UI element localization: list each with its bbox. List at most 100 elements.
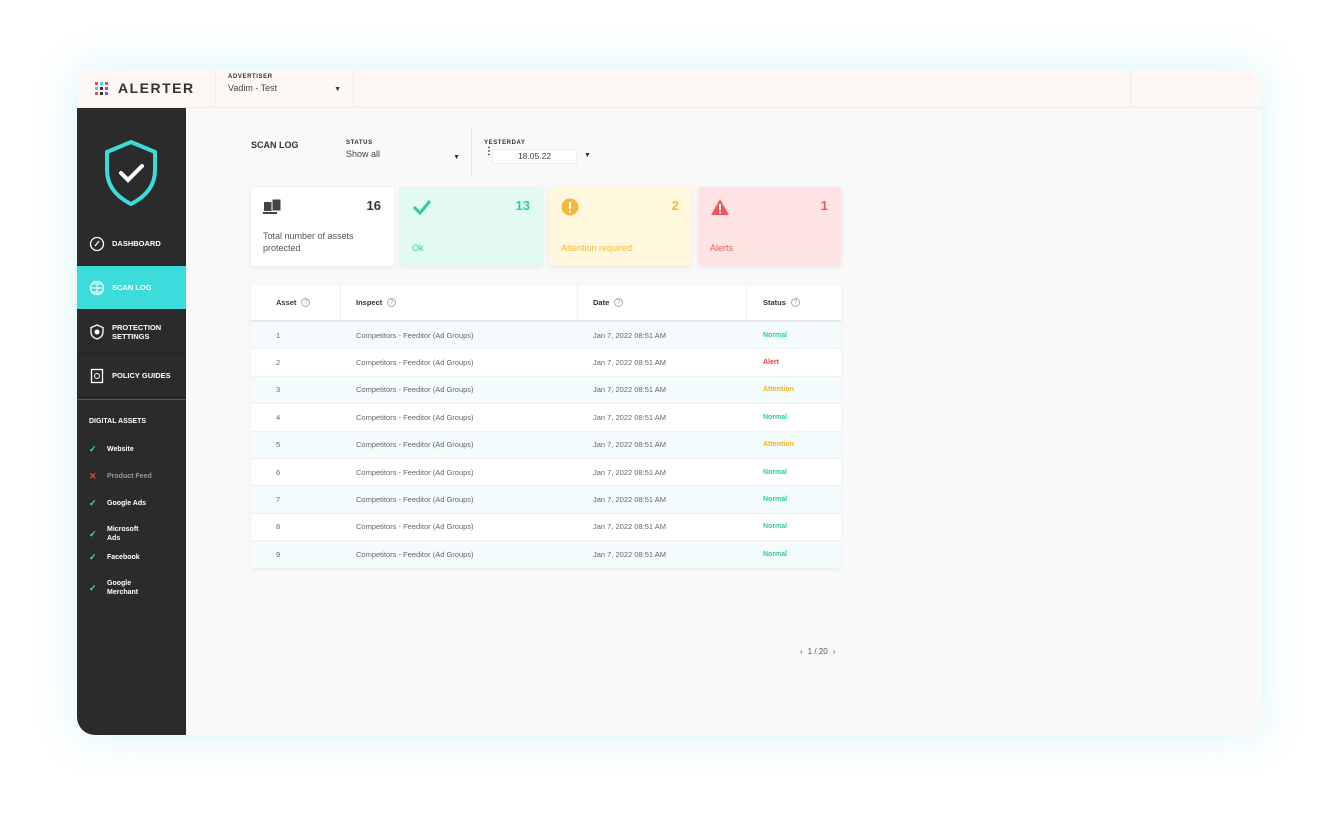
app-window: ALERTER ADVERTISER Vadim - Test ▼ DASHBOAR… — [77, 69, 1262, 735]
table-row[interactable]: 5 Competitors - Feeditor (Ad Groups) Jan 7… — [251, 431, 841, 459]
asset-label: Google Ads — [107, 500, 147, 507]
inspect-cell: Competitors - Feeditor (Ad Groups) — [356, 385, 474, 395]
asset-item[interactable]: ✓ Microsoft Ads — [89, 525, 152, 543]
asset-label: Website — [107, 446, 134, 453]
page-title: SCAN LOG — [251, 140, 299, 150]
table-row[interactable]: 3 Competitors - Feeditor (Ad Groups) Jan 7… — [251, 376, 841, 405]
column-header-asset[interactable]: Asset? — [251, 285, 341, 320]
status-cell: Normal — [763, 496, 788, 504]
chevron-down-icon[interactable]: ▼ — [584, 152, 591, 159]
table-row[interactable]: 4 Competitors - Feeditor (Ad Groups) Jan 7… — [251, 404, 841, 432]
header-label: Inspect — [356, 298, 383, 307]
sidebar-item-scan-log[interactable]: SCAN LOG — [77, 266, 186, 310]
table-row[interactable]: 9 Competitors - Feeditor (Ad Groups) Jan 7… — [251, 541, 841, 569]
help-icon[interactable]: ? — [790, 298, 800, 307]
header-label: Status — [763, 298, 786, 307]
logo[interactable]: ALERTER — [77, 69, 216, 107]
status-cell: Normal — [763, 523, 788, 531]
asset-cell: 3 — [276, 385, 281, 395]
status-cell: Normal — [763, 468, 788, 476]
status-cell: Attention — [763, 386, 794, 394]
table-row[interactable]: 1 Competitors - Feeditor (Ad Groups) Jan 7… — [251, 322, 841, 350]
card-attention[interactable]: 2 Attention required — [549, 187, 692, 266]
inspect-cell: Competitors - Feeditor (Ad Groups) — [356, 495, 474, 505]
globe-icon — [89, 280, 105, 295]
check-icon: ✓ — [89, 582, 97, 593]
status-cell: Alert — [763, 359, 779, 367]
date-filter: YESTERDAY ⋮ 18.05.22 ▼ — [484, 140, 591, 164]
chevron-down-icon: ▼ — [334, 86, 341, 93]
asset-label: Microsoft Ads — [107, 526, 139, 542]
table-row[interactable]: 8 Competitors - Feeditor (Ad Groups) Jan 7… — [251, 514, 841, 542]
asset-cell: 4 — [276, 412, 281, 422]
divider — [77, 399, 186, 400]
next-page-icon[interactable]: › — [832, 647, 836, 656]
check-icon: ✓ — [89, 552, 97, 562]
asset-cell: 8 — [276, 522, 281, 532]
sidebar-item-label: DASHBOARD — [112, 239, 161, 248]
card-label: Total number of assets protected — [263, 231, 354, 253]
table-header: Asset? Inspect? Date? Status? — [251, 285, 841, 322]
main-content: SCAN LOG STATUS Show all ▼ YESTERDAY ⋮ 18.… — [186, 108, 1262, 735]
help-icon[interactable]: ? — [387, 298, 397, 307]
chevron-down-icon: ▼ — [453, 154, 460, 161]
card-alerts[interactable]: 1 Alerts — [698, 187, 841, 266]
date-cell: Jan 7, 2022 08:51 AM — [593, 358, 666, 368]
header-label: Asset — [276, 298, 297, 307]
help-icon[interactable]: ? — [614, 298, 624, 307]
status-cell: Normal — [763, 413, 788, 421]
gauge-icon — [89, 236, 105, 251]
more-icon[interactable]: ⋮ — [484, 146, 494, 157]
asset-item[interactable]: ✕ Product Feed — [89, 471, 152, 482]
scan-log-table: Asset? Inspect? Date? Status? 1 Competitors … — [251, 285, 841, 569]
sidebar-item-label: SCAN LOG — [112, 283, 152, 292]
card-count: 16 — [366, 198, 381, 213]
inspect-cell: Competitors - Feeditor (Ad Groups) — [356, 440, 474, 450]
asset-label: Google Merchant — [107, 580, 139, 596]
prev-page-icon[interactable]: ‹ — [800, 647, 803, 656]
sidebar-item-policy-guides[interactable]: POLICY GUIDES — [77, 354, 186, 398]
date-cell: Jan 7, 2022 08:51 AM — [593, 440, 666, 450]
exclamation-circle-icon — [561, 198, 579, 221]
asset-item[interactable]: ✓ Google Merchant — [89, 579, 152, 597]
help-icon[interactable]: ? — [301, 298, 311, 307]
card-count: 2 — [671, 198, 679, 213]
sidebar-item-dashboard[interactable]: DASHBOARD — [77, 222, 186, 266]
x-icon: ✕ — [89, 471, 97, 481]
shield-check-icon — [105, 139, 157, 207]
sidebar-item-protection-settings[interactable]: PROTECTION SETTINGS — [77, 310, 186, 354]
advertiser-select[interactable]: ADVERTISER Vadim - Test ▼ — [216, 69, 354, 107]
card-total-assets[interactable]: 16 Total number of assets protected — [251, 187, 394, 266]
asset-cell: 5 — [276, 440, 281, 450]
asset-label: Product Feed — [107, 473, 152, 480]
card-label: Ok — [412, 243, 424, 253]
column-header-status[interactable]: Status? — [747, 285, 841, 320]
check-icon: ✓ — [89, 528, 97, 539]
status-cell: Normal — [763, 550, 788, 558]
devices-icon — [263, 198, 283, 221]
card-label: Attention required — [561, 243, 633, 253]
date-input[interactable]: 18.05.22 — [492, 149, 577, 164]
asset-item[interactable]: ✓ Facebook — [89, 552, 152, 563]
card-ok[interactable]: 13 Ok — [400, 187, 543, 266]
date-cell: Jan 7, 2022 08:51 AM — [593, 549, 666, 559]
asset-label: Facebook — [107, 554, 140, 561]
inspect-cell: Competitors - Feeditor (Ad Groups) — [356, 358, 474, 368]
column-header-inspect[interactable]: Inspect? — [341, 285, 578, 320]
table-row[interactable]: 2 Competitors - Feeditor (Ad Groups) Jan 7… — [251, 349, 841, 377]
app-name: ALERTER — [118, 80, 195, 96]
inspect-cell: Competitors - Feeditor (Ad Groups) — [356, 412, 474, 422]
header-label: Date — [593, 298, 610, 307]
inspect-cell: Competitors - Feeditor (Ad Groups) — [356, 549, 474, 559]
column-header-date[interactable]: Date? — [578, 285, 747, 320]
date-cell: Jan 7, 2022 08:51 AM — [593, 467, 666, 477]
sidebar-item-label: PROTECTION SETTINGS — [112, 322, 162, 341]
table-row[interactable]: 6 Competitors - Feeditor (Ad Groups) Jan 7… — [251, 459, 841, 487]
asset-item[interactable]: ✓ Website — [89, 444, 152, 455]
check-icon — [412, 198, 432, 221]
date-cell: Jan 7, 2022 08:51 AM — [593, 385, 666, 395]
table-row[interactable]: 7 Competitors - Feeditor (Ad Groups) Jan 7… — [251, 486, 841, 514]
inspect-cell: Competitors - Feeditor (Ad Groups) — [356, 330, 474, 340]
asset-item[interactable]: ✓ Google Ads — [89, 498, 152, 509]
status-filter[interactable]: STATUS Show all ▼ — [346, 140, 460, 161]
